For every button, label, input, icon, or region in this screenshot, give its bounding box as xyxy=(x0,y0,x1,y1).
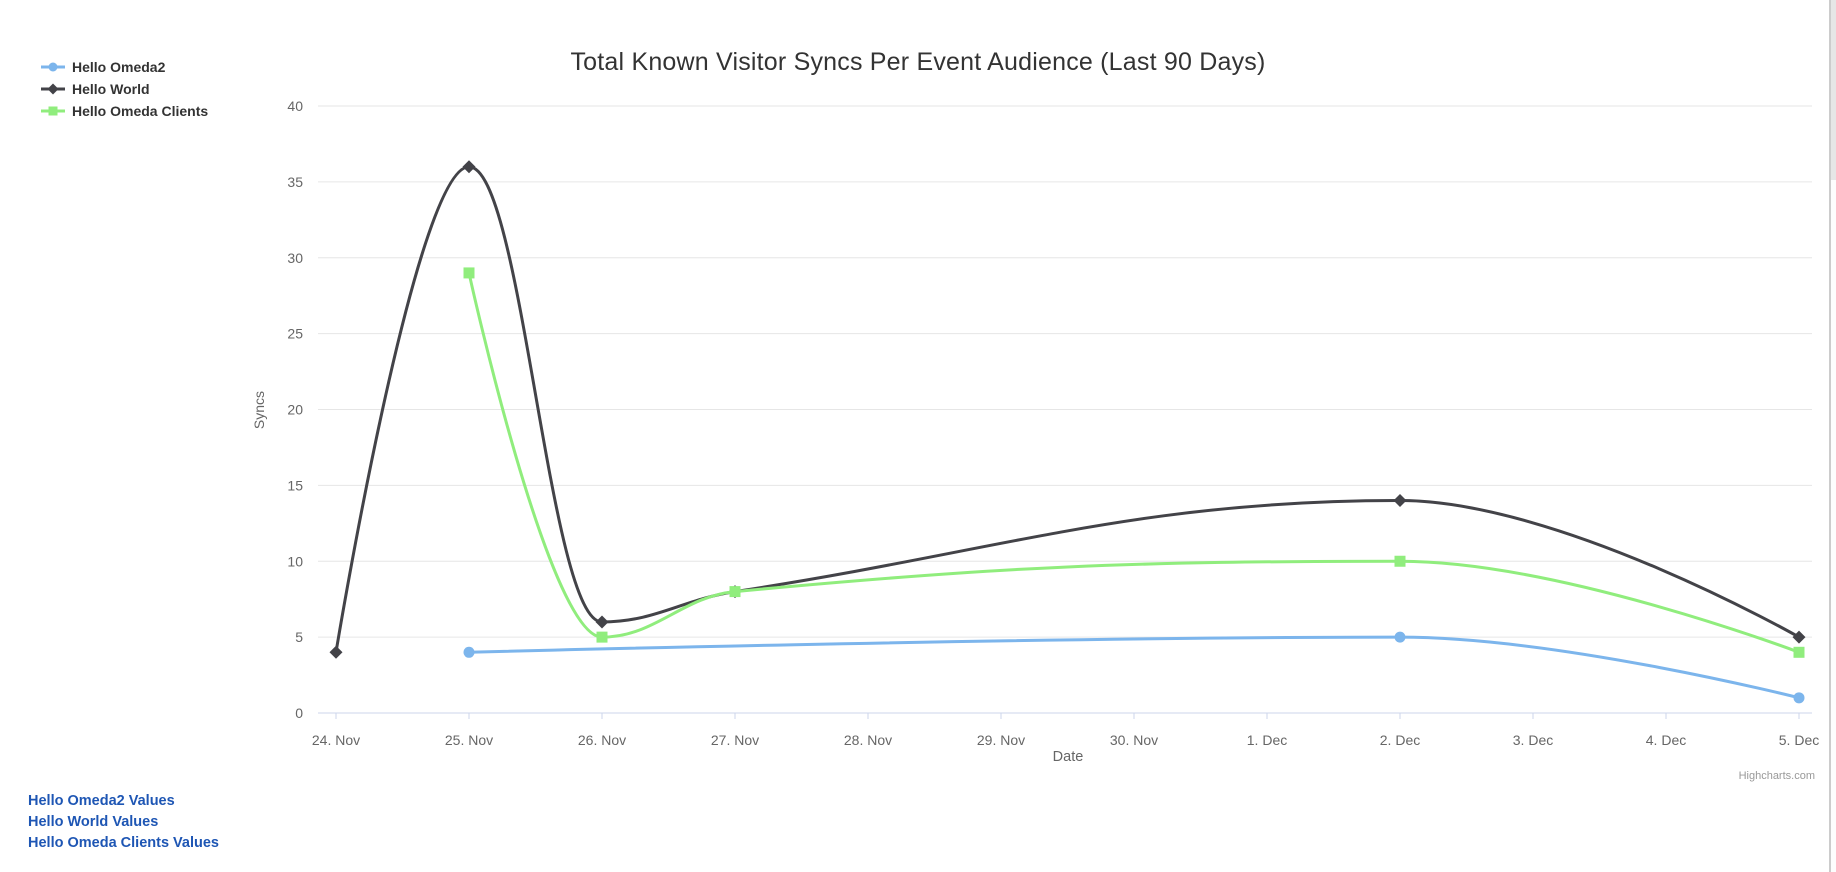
x-axis-tick-label-28-nov: 28. Nov xyxy=(844,732,892,748)
y-axis-tick-label-35: 35 xyxy=(287,174,303,190)
series-hello-omeda2 xyxy=(463,631,1805,704)
series-line-hello-world[interactable] xyxy=(334,165,1801,654)
y-axis-tick-label-25: 25 xyxy=(287,326,303,342)
x-axis-tick-label-3-dec: 3. Dec xyxy=(1513,732,1553,748)
legend-item-hello-omeda-clients[interactable]: Hello Omeda Clients xyxy=(40,100,208,122)
scrollbar-thumb[interactable] xyxy=(1831,0,1836,180)
point-hello-omeda2-25-nov[interactable] xyxy=(463,646,475,658)
legend-item-hello-omeda2[interactable]: Hello Omeda2 xyxy=(40,56,208,78)
x-axis-tick-label-29-nov: 29. Nov xyxy=(977,732,1025,748)
point-hello-omeda2-2-dec[interactable] xyxy=(1394,631,1406,643)
y-axis-tick-label-10: 10 xyxy=(287,553,303,569)
link-hello-omeda-clients-values[interactable]: Hello Omeda Clients Values xyxy=(28,835,219,851)
legend-circle-icon xyxy=(41,62,65,72)
legend-label-hello-world: Hello World xyxy=(72,81,150,97)
legend-marker-hello-omeda2[interactable] xyxy=(48,62,58,72)
series-line-hello-omeda2[interactable] xyxy=(467,635,1801,700)
point-hello-omeda-clients-26-nov[interactable] xyxy=(596,631,608,643)
y-axis-tick-label-0: 0 xyxy=(295,705,303,721)
point-hello-world-26-nov[interactable] xyxy=(595,615,609,629)
series-line-hello-omeda-clients[interactable] xyxy=(467,271,1801,654)
y-axis-tick-label-15: 15 xyxy=(287,477,303,493)
point-hello-world-2-dec[interactable] xyxy=(1393,494,1407,508)
chart-title: Total Known Visitor Syncs Per Event Audi… xyxy=(570,48,1266,76)
link-hello-world-values[interactable]: Hello World Values xyxy=(28,814,159,830)
series-hello-world xyxy=(329,160,1806,659)
legend-marker-hello-omeda-clients[interactable] xyxy=(48,106,58,116)
point-hello-omeda2-5-dec[interactable] xyxy=(1793,692,1805,704)
x-axis-tick-label-4-dec: 4. Dec xyxy=(1646,732,1686,748)
y-axis-title: Syncs xyxy=(251,391,267,429)
highcharts-credits-link[interactable]: Highcharts.com xyxy=(1738,770,1815,782)
x-axis-tick-label-27-nov: 27. Nov xyxy=(711,732,759,748)
point-hello-omeda-clients-25-nov[interactable] xyxy=(463,267,475,279)
x-axis-title: Date xyxy=(1053,749,1084,765)
point-hello-world-5-dec[interactable] xyxy=(1792,630,1806,644)
y-axis-tick-label-5: 5 xyxy=(295,629,303,645)
point-hello-world-24-nov[interactable] xyxy=(329,645,343,659)
legend-label-hello-omeda-clients: Hello Omeda Clients xyxy=(72,103,209,119)
legend-marker-hello-world[interactable] xyxy=(47,83,59,95)
link-hello-omeda2-values[interactable]: Hello Omeda2 Values xyxy=(28,793,175,809)
legend: Hello Omeda2 Hello World Hello Omeda Clien… xyxy=(40,56,208,122)
legend-diamond-icon xyxy=(41,83,65,95)
x-axis-tick-label-5-dec: 5. Dec xyxy=(1779,732,1819,748)
point-hello-world-25-nov[interactable] xyxy=(462,160,476,174)
point-hello-omeda-clients-2-dec[interactable] xyxy=(1394,555,1406,567)
x-axis-tick-label-30-nov: 30. Nov xyxy=(1110,732,1158,748)
legend-label-hello-omeda2: Hello Omeda2 xyxy=(72,59,166,75)
x-axis-tick-label-26-nov: 26. Nov xyxy=(578,732,626,748)
x-axis-tick-label-1-dec: 1. Dec xyxy=(1247,732,1287,748)
point-hello-omeda-clients-27-nov[interactable] xyxy=(729,586,741,598)
x-axis-tick-label-2-dec: 2. Dec xyxy=(1380,732,1420,748)
x-axis-tick-label-25-nov: 25. Nov xyxy=(445,732,493,748)
legend-square-icon xyxy=(41,106,65,116)
x-axis-tick-label-24-nov: 24. Nov xyxy=(312,732,360,748)
legend-item-hello-world[interactable]: Hello World xyxy=(40,78,208,100)
y-axis-tick-label-40: 40 xyxy=(287,98,303,114)
series-value-links: Hello Omeda2 Values Hello World Values Hel… xyxy=(28,791,219,854)
y-axis-tick-label-30: 30 xyxy=(287,250,303,266)
y-axis-tick-label-20: 20 xyxy=(287,402,303,418)
series-hello-omeda-clients xyxy=(463,267,1805,658)
scrollbar-track[interactable] xyxy=(1829,0,1836,872)
point-hello-omeda-clients-5-dec[interactable] xyxy=(1793,646,1805,658)
